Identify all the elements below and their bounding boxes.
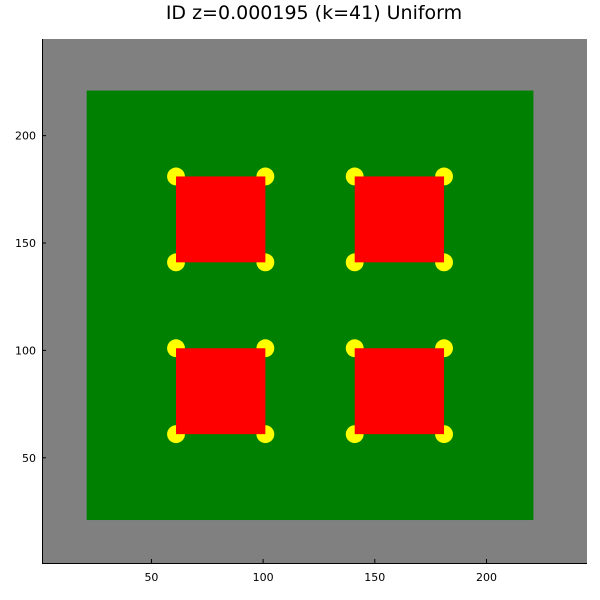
x-tick-label: 50: [144, 571, 158, 584]
block-cells-1: [176, 176, 266, 263]
y-tick-label: 150: [15, 237, 36, 250]
y-axis-ticks: 50 100 150 200: [15, 130, 46, 465]
y-tick-label: 200: [15, 130, 36, 143]
plot-area: [42, 39, 587, 563]
x-axis-ticks: 50 100 150 200: [144, 559, 497, 584]
y-tick-label: 100: [15, 344, 36, 357]
chart-title: ID z=0.000195 (k=41) Uniform: [166, 2, 462, 24]
block-cells-3: [176, 348, 266, 435]
block-cells-4: [354, 348, 445, 435]
x-tick-label: 150: [364, 571, 385, 584]
y-tick-label: 50: [22, 452, 36, 465]
x-tick-label: 100: [253, 571, 274, 584]
block-cells-2: [354, 176, 445, 263]
x-tick-label: 200: [476, 571, 497, 584]
region-cells: [86, 90, 534, 521]
